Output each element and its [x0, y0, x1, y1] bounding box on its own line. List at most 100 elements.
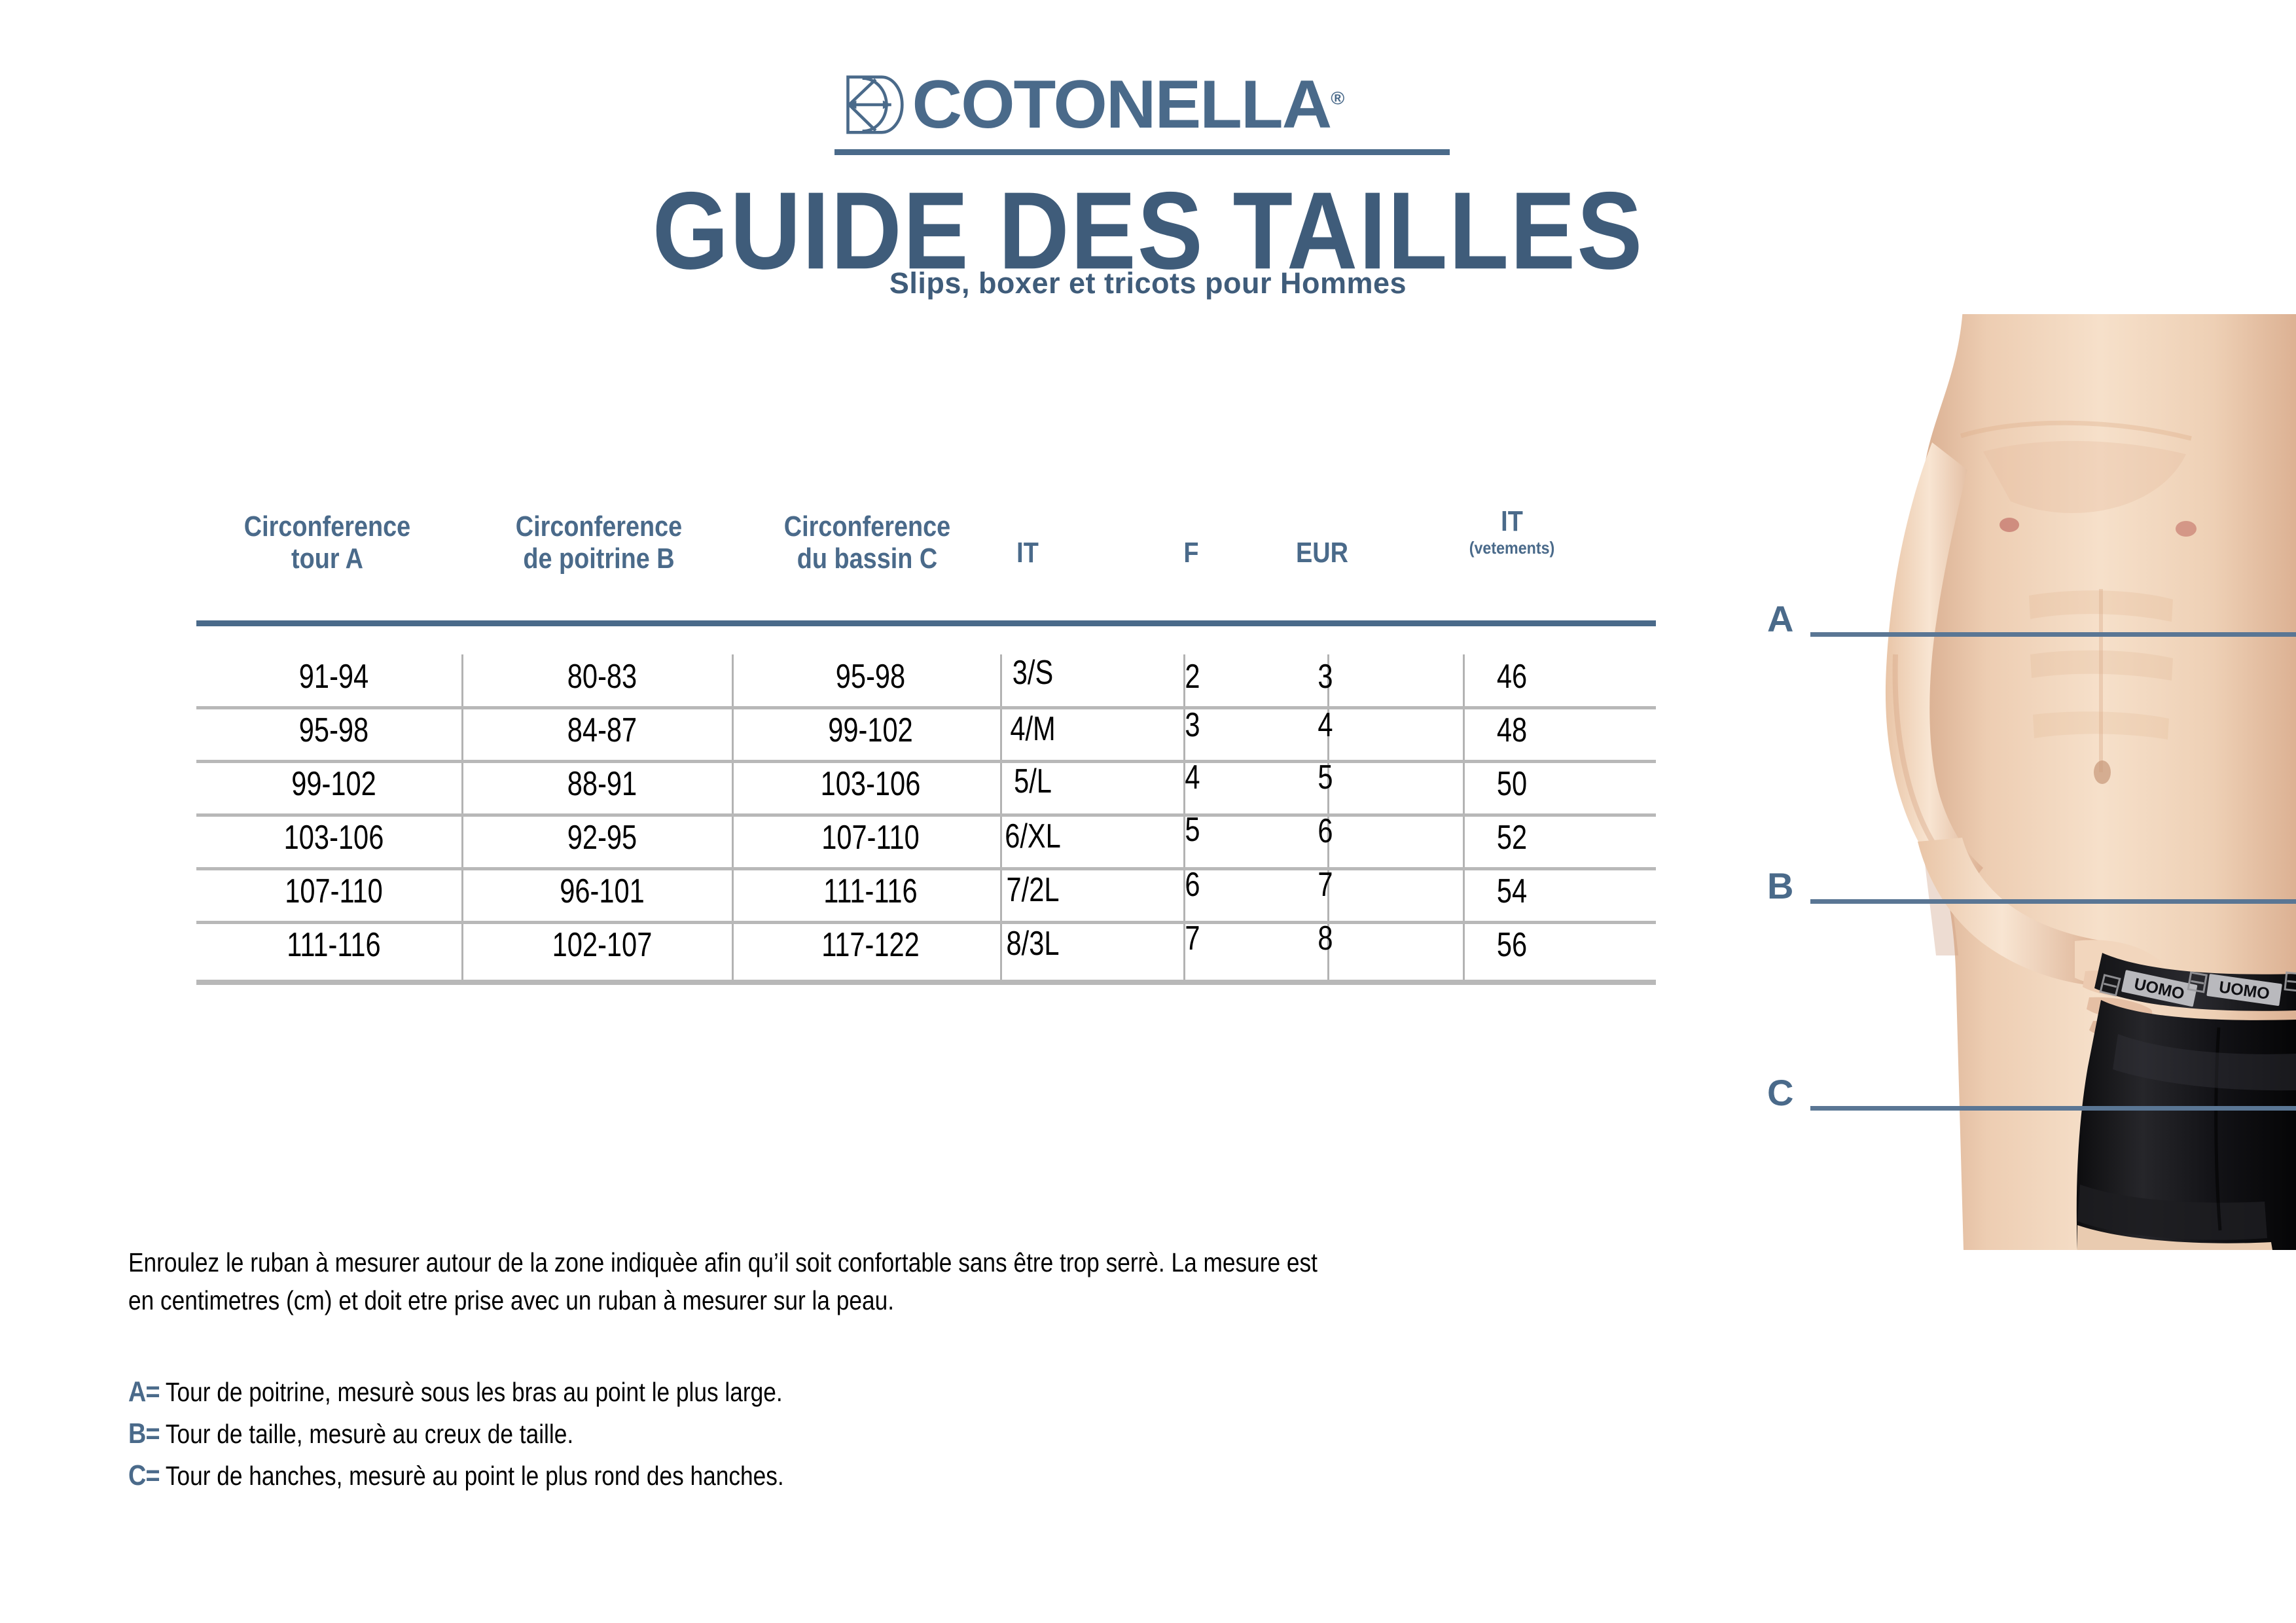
cell-it: 5/L — [1014, 762, 1052, 800]
cell-circ-tour-a: 111-116 — [287, 926, 381, 964]
cell-circ-poitrine-b: 80-83 — [567, 658, 637, 696]
instructions-line-1: Enroulez le ruban à mesurer autour de la… — [128, 1247, 1318, 1277]
table-row: 99-102 88-91 103-106 5/L 4 5 50 — [196, 760, 1656, 814]
table-row: 95-98 84-87 99-102 4/M 3 4 48 — [196, 708, 1656, 760]
cell-f: 2 — [1185, 658, 1200, 696]
measure-line-a — [1810, 632, 2296, 637]
col-header-circ-poitrine-b: Circonference de poitrine B — [452, 510, 745, 575]
cell-it-vetements: 52 — [1496, 819, 1528, 857]
table-row: 107-110 96-101 111-116 7/2L 6 7 54 — [196, 868, 1656, 921]
column-divider — [1000, 654, 1002, 985]
cell-it-vetements: 46 — [1496, 658, 1528, 696]
column-divider — [1327, 654, 1329, 985]
col-header-circ-tour-a: Circonference tour A — [181, 510, 473, 575]
cell-eur: 4 — [1318, 706, 1333, 744]
col-header-line2: (vetements) — [1469, 538, 1555, 558]
instructions-line-2: en centimetres (cm) et doit etre prise a… — [128, 1285, 895, 1316]
cell-circ-bassin-c: 107-110 — [821, 819, 920, 857]
cell-circ-tour-a: 107-110 — [285, 872, 383, 910]
cell-circ-tour-a: 99-102 — [291, 765, 376, 803]
cell-it: 3/S — [1012, 654, 1054, 692]
row-divider — [196, 706, 1656, 709]
header-underline-rule — [196, 620, 1656, 626]
table-header-row: Circonference tour A Circonference de po… — [196, 504, 1656, 615]
cell-circ-bassin-c: 103-106 — [820, 765, 921, 803]
model-photo: UOMO UOMO — [1767, 314, 2296, 1250]
cell-eur: 6 — [1318, 812, 1333, 850]
row-divider — [196, 760, 1656, 763]
col-header-f: F — [1183, 537, 1199, 569]
legend-key-a: A= — [128, 1376, 160, 1408]
col-header-line1: Circonference — [243, 510, 411, 543]
brand-name-text: COTONELLA — [912, 67, 1333, 143]
cell-circ-bassin-c: 95-98 — [835, 658, 906, 696]
cell-eur: 3 — [1318, 658, 1333, 696]
cell-circ-bassin-c: 111-116 — [823, 872, 918, 910]
size-chart-table: Circonference tour A Circonference de po… — [196, 504, 1656, 985]
row-divider — [196, 813, 1656, 817]
col-header-circ-bassin-c: Circonference du bassin C — [721, 510, 1013, 575]
column-divider — [1463, 654, 1465, 985]
measure-label-a: A — [1767, 598, 1794, 639]
row-divider — [196, 921, 1656, 924]
col-header-eur: EUR — [1296, 537, 1348, 569]
table-body: 91-94 80-83 95-98 3/S 2 3 46 95-98 84-87… — [196, 654, 1656, 985]
legend-item-b: B= Tour de taille, mesurè au creux de ta… — [128, 1413, 1535, 1455]
cell-circ-tour-a: 103-106 — [283, 819, 384, 857]
cell-circ-poitrine-b: 102-107 — [552, 926, 653, 964]
col-header-it: IT — [1016, 537, 1039, 569]
cell-circ-poitrine-b: 88-91 — [567, 765, 637, 803]
cell-eur: 8 — [1318, 919, 1333, 957]
cell-circ-poitrine-b: 96-101 — [560, 872, 645, 910]
cotonella-bow-arrow-icon — [846, 75, 904, 134]
col-header-line1: IT — [1501, 505, 1523, 537]
legend-key-c: C= — [128, 1459, 160, 1492]
cell-it-vetements: 56 — [1496, 926, 1528, 964]
cell-circ-tour-a: 95-98 — [298, 711, 369, 749]
row-divider — [196, 867, 1656, 870]
cell-eur: 7 — [1318, 866, 1333, 904]
table-row: 91-94 80-83 95-98 3/S 2 3 46 — [196, 656, 1656, 707]
cell-circ-bassin-c: 117-122 — [821, 926, 920, 964]
cell-f: 3 — [1185, 706, 1200, 744]
measure-line-b — [1810, 899, 2296, 904]
cell-eur: 5 — [1318, 758, 1333, 796]
measure-line-c — [1810, 1106, 2296, 1111]
column-divider — [732, 654, 734, 985]
measurement-instructions: Enroulez le ruban à mesurer autour de la… — [128, 1243, 1732, 1319]
legend-text-c: Tour de hanches, mesurè au point le plus… — [159, 1461, 784, 1491]
page-title: GUIDE DES TAILLES — [652, 168, 1644, 293]
cell-circ-poitrine-b: 84-87 — [567, 711, 637, 749]
page-subtitle: Slips, boxer et tricots pour Hommes — [889, 266, 1407, 300]
cell-it: 8/3L — [1006, 925, 1060, 963]
cell-it-vetements: 54 — [1496, 872, 1528, 910]
cell-circ-poitrine-b: 92-95 — [567, 819, 637, 857]
cell-it-vetements: 48 — [1496, 711, 1528, 749]
legend-key-b: B= — [128, 1418, 160, 1450]
cell-f: 4 — [1185, 758, 1200, 796]
table-row: 103-106 92-95 107-110 6/XL 5 6 52 — [196, 813, 1656, 868]
table-row: 111-116 102-107 117-122 8/3L 7 8 56 — [196, 921, 1656, 975]
cell-circ-bassin-c: 99-102 — [828, 711, 913, 749]
col-header-it-vetements: IT (vetements) — [1410, 505, 1613, 558]
measurement-legend: A= Tour de poitrine, mesurè sous les bra… — [128, 1371, 1765, 1497]
column-divider — [1183, 654, 1185, 985]
page-header: COTONELLA® GUIDE DES TAILLES Slips, boxe… — [0, 0, 2296, 327]
col-header-line1: Circonference — [515, 510, 683, 543]
col-header-line2: de poitrine B — [523, 543, 675, 575]
brand-divider-rule — [834, 149, 1450, 155]
col-header-line2: tour A — [291, 543, 363, 575]
brand-lockup: COTONELLA® — [844, 71, 1344, 139]
cell-it: 7/2L — [1006, 871, 1060, 909]
cell-it-vetements: 50 — [1496, 765, 1528, 803]
legend-text-b: Tour de taille, mesurè au creux de taill… — [159, 1419, 574, 1450]
cell-it: 4/M — [1010, 710, 1056, 748]
col-header-line2: du bassin C — [797, 543, 938, 575]
legend-text-a: Tour de poitrine, mesurè sous les bras a… — [159, 1377, 783, 1407]
col-header-line1: Circonference — [783, 510, 951, 543]
cell-it: 6/XL — [1005, 817, 1061, 855]
measure-label-b: B — [1767, 865, 1794, 906]
cell-circ-tour-a: 91-94 — [298, 658, 369, 696]
table-bottom-rule — [196, 980, 1656, 985]
legend-item-a: A= Tour de poitrine, mesurè sous les bra… — [128, 1371, 1535, 1413]
